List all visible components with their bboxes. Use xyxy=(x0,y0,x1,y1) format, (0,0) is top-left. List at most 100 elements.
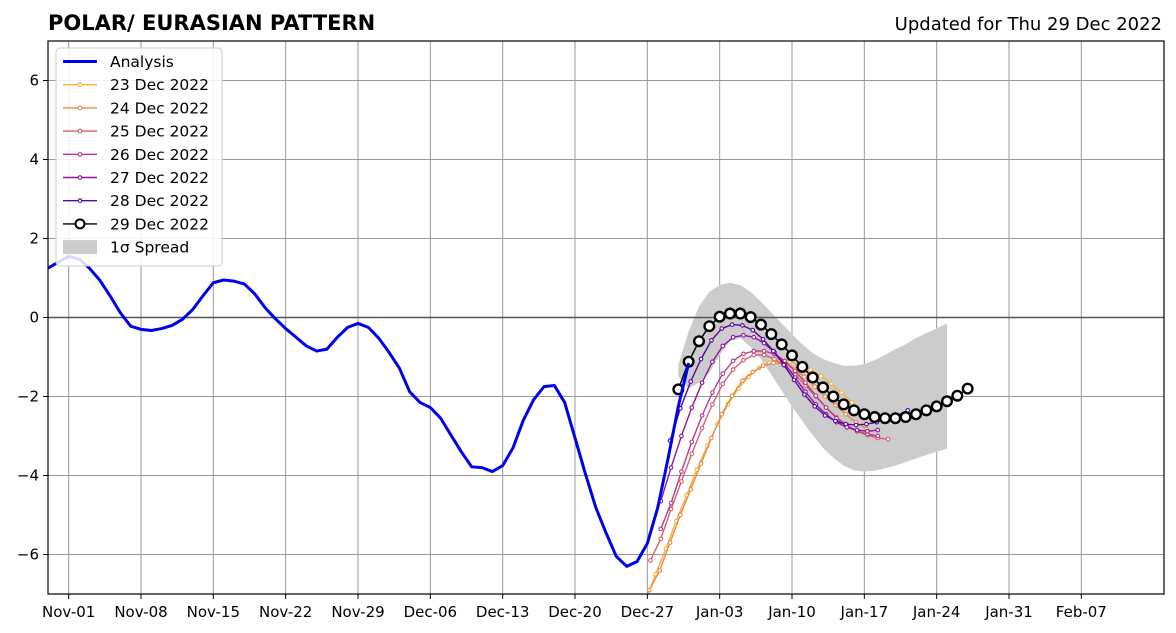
legend-label: 26 Dec 2022 xyxy=(110,146,209,164)
data-point xyxy=(679,469,684,474)
data-point xyxy=(772,356,777,362)
legend-marker xyxy=(77,198,83,204)
data-point xyxy=(822,413,828,418)
data-point xyxy=(920,404,933,417)
legend-marker xyxy=(77,105,83,111)
data-point xyxy=(710,359,715,365)
data-point xyxy=(657,567,663,573)
legend-marker xyxy=(74,218,86,230)
data-point xyxy=(854,427,860,433)
data-point xyxy=(741,332,746,338)
data-point xyxy=(864,421,869,427)
data-point xyxy=(761,348,767,354)
x-tick-label: Jan-17 xyxy=(840,603,889,621)
data-point xyxy=(930,400,943,413)
data-point xyxy=(961,382,974,395)
legend-item-25-dec-2022: 25 Dec 2022 xyxy=(63,123,209,141)
legend-box xyxy=(55,47,223,267)
data-point xyxy=(720,381,726,387)
data-point xyxy=(839,390,844,395)
data-point xyxy=(858,408,871,421)
x-tick-label: Dec-20 xyxy=(548,603,602,621)
legend-item-28-dec-2022: 28 Dec 2022 xyxy=(63,192,209,210)
data-point xyxy=(812,404,818,409)
data-point xyxy=(792,368,798,374)
data-point xyxy=(833,402,838,408)
data-point xyxy=(910,408,923,421)
data-point xyxy=(744,311,757,324)
data-point xyxy=(647,587,652,593)
data-point xyxy=(658,526,664,532)
data-point xyxy=(678,512,683,518)
data-point xyxy=(899,411,912,424)
data-point xyxy=(849,400,855,405)
legend-item-24-dec-2022: 24 Dec 2022 xyxy=(63,99,209,117)
data-point xyxy=(730,367,736,372)
data-point xyxy=(791,377,797,383)
data-point xyxy=(808,367,813,372)
legend-marker xyxy=(77,175,83,180)
data-point xyxy=(875,433,881,439)
data-point xyxy=(806,371,819,384)
data-point xyxy=(658,536,664,542)
data-point xyxy=(761,352,767,358)
legend-label: Analysis xyxy=(110,53,174,71)
legend-label: 24 Dec 2022 xyxy=(110,99,209,117)
data-point xyxy=(802,374,807,380)
y-tick-label: −4 xyxy=(17,467,39,485)
data-point xyxy=(750,369,756,375)
data-point xyxy=(765,328,778,341)
data-point xyxy=(889,412,902,425)
data-point xyxy=(730,358,736,364)
chart-subtitle: Updated for Thu 29 Dec 2022 xyxy=(895,14,1162,35)
x-tick-label: Jan-10 xyxy=(767,603,816,621)
data-point xyxy=(843,421,849,427)
x-tick-label: Nov-29 xyxy=(331,603,384,621)
data-point xyxy=(951,389,964,402)
y-tick-label: 6 xyxy=(29,72,39,90)
data-point xyxy=(648,558,653,563)
data-point xyxy=(833,418,838,424)
x-tick-label: Dec-27 xyxy=(621,603,675,621)
data-point xyxy=(802,392,807,397)
data-point xyxy=(823,405,829,410)
data-point xyxy=(724,307,737,320)
data-point xyxy=(853,422,859,428)
data-point xyxy=(719,411,725,417)
x-tick-label: Dec-06 xyxy=(404,603,458,621)
data-point xyxy=(679,479,684,484)
data-point xyxy=(693,335,706,348)
data-point xyxy=(751,352,757,358)
data-point xyxy=(699,380,705,386)
data-point xyxy=(698,461,704,467)
x-tick-label: Jan-24 xyxy=(912,603,961,621)
x-tick-label: Dec-13 xyxy=(476,603,530,621)
chart-title: POLAR/ EURASIAN PATTERN xyxy=(48,11,375,35)
series-26-dec-2022 xyxy=(658,348,881,532)
legend-item-29-dec-2022: 29 Dec 2022 xyxy=(63,215,209,233)
data-point xyxy=(668,500,674,506)
data-point xyxy=(751,334,757,340)
data-point xyxy=(720,343,726,349)
data-point xyxy=(803,380,808,386)
data-point xyxy=(667,540,673,546)
data-point xyxy=(760,363,766,369)
x-tick-label: Feb-07 xyxy=(1056,603,1107,621)
data-point xyxy=(875,427,881,433)
y-axis: 6 4 2 0 −2 −4 −6 xyxy=(17,72,48,564)
data-point xyxy=(812,384,818,389)
legend-marker xyxy=(77,128,83,134)
data-point xyxy=(750,327,756,333)
data-point xyxy=(713,310,726,323)
series-analysis xyxy=(48,254,691,568)
data-point xyxy=(760,336,766,342)
data-point xyxy=(699,413,705,418)
x-tick-label: Jan-03 xyxy=(695,603,744,621)
data-point xyxy=(822,394,828,399)
y-tick-label: −6 xyxy=(17,546,39,564)
legend-marker xyxy=(77,151,83,157)
data-point xyxy=(751,348,757,354)
y-tick-label: 4 xyxy=(29,151,39,169)
data-point xyxy=(698,356,704,362)
analysis-line xyxy=(48,254,691,568)
